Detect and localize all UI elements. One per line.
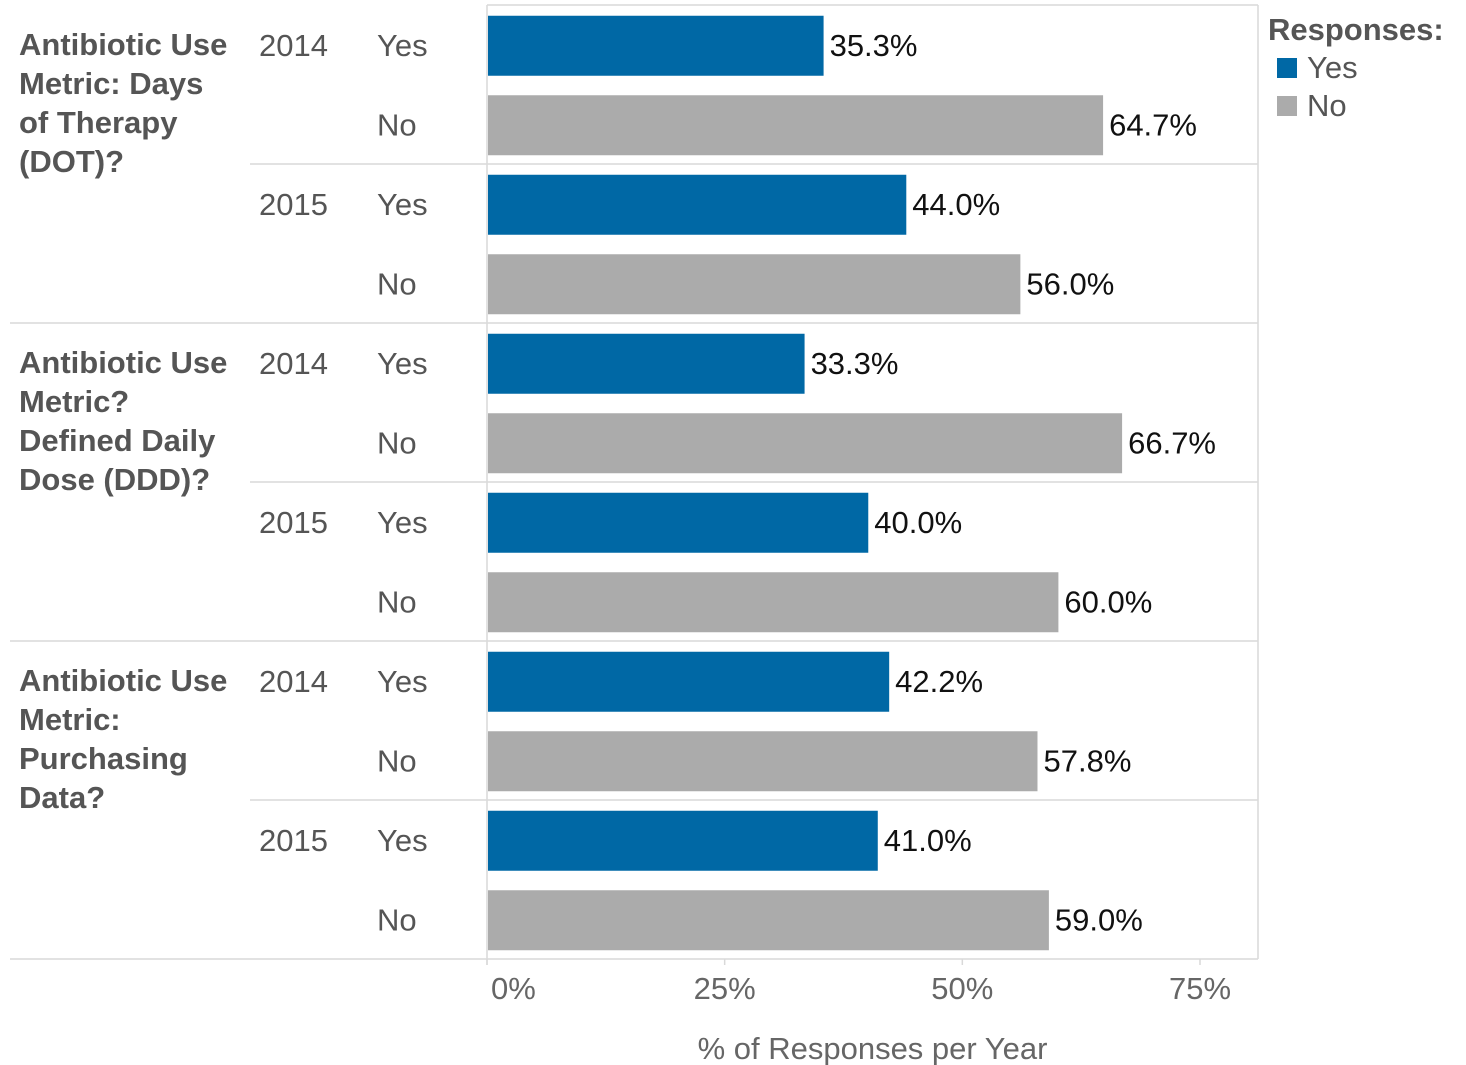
x-axis-title: % of Responses per Year xyxy=(698,1031,1048,1065)
response-label: No xyxy=(377,108,417,143)
x-tick-label: 50% xyxy=(931,971,993,1006)
metric-label-line: Metric? xyxy=(19,384,129,419)
legend-swatch-no xyxy=(1277,96,1297,116)
year-label: 2014 xyxy=(259,28,328,63)
response-label: No xyxy=(377,903,417,938)
value-label: 57.8% xyxy=(1043,744,1131,779)
year-label: 2014 xyxy=(259,346,328,381)
x-tick-label: 0% xyxy=(491,971,536,1006)
metric-label-line: Defined Daily xyxy=(19,423,216,458)
value-label: 41.0% xyxy=(884,823,972,858)
value-label: 44.0% xyxy=(912,187,1000,222)
year-label: 2015 xyxy=(259,823,328,858)
legend-label: No xyxy=(1307,88,1347,123)
x-tick-label: 25% xyxy=(694,971,756,1006)
bar-no xyxy=(488,890,1049,950)
metric-label-line: Metric: xyxy=(19,702,121,737)
legend-swatch-yes xyxy=(1277,58,1297,78)
metric-label-line: Metric: Days xyxy=(19,66,203,101)
value-label: 42.2% xyxy=(895,664,983,699)
value-label: 56.0% xyxy=(1026,267,1114,302)
bar-yes xyxy=(488,16,824,76)
value-label: 33.3% xyxy=(811,346,899,381)
metric-label-line: Data? xyxy=(19,780,105,815)
value-label: 64.7% xyxy=(1109,108,1197,143)
response-label: No xyxy=(377,267,417,302)
metric-label-line: of Therapy xyxy=(19,105,178,140)
metric-label-line: (DOT)? xyxy=(19,144,124,179)
response-label: Yes xyxy=(377,28,428,63)
response-label: Yes xyxy=(377,823,428,858)
x-tick-label: 75% xyxy=(1169,971,1231,1006)
bar-yes xyxy=(488,811,878,871)
metric-label-line: Antibiotic Use xyxy=(19,345,227,380)
value-label: 60.0% xyxy=(1064,585,1152,620)
x-axis: 0% 25% 50% 75% % of Responses per Year xyxy=(487,959,1231,1065)
metric-label-line: Dose (DDD)? xyxy=(19,462,210,497)
response-label: No xyxy=(377,744,417,779)
bar-yes xyxy=(488,175,906,235)
response-label: Yes xyxy=(377,664,428,699)
response-label: No xyxy=(377,426,417,461)
metric-label-line: Antibiotic Use xyxy=(19,27,227,62)
bar-yes xyxy=(488,652,889,712)
bar-no xyxy=(488,731,1037,791)
year-label: 2015 xyxy=(259,505,328,540)
legend-label: Yes xyxy=(1307,50,1358,85)
response-label: Yes xyxy=(377,346,428,381)
bar-yes xyxy=(488,493,868,553)
bar-no xyxy=(488,413,1122,473)
value-label: 40.0% xyxy=(874,505,962,540)
bar-no xyxy=(488,572,1058,632)
response-label: Yes xyxy=(377,187,428,222)
value-label: 35.3% xyxy=(830,28,918,63)
response-label: No xyxy=(377,585,417,620)
value-label: 59.0% xyxy=(1055,903,1143,938)
value-label: 66.7% xyxy=(1128,426,1216,461)
metric-label-line: Antibiotic Use xyxy=(19,663,227,698)
bar-no xyxy=(488,254,1020,314)
bar-no xyxy=(488,95,1103,155)
bar-yes xyxy=(488,334,805,394)
metric-label-line: Purchasing xyxy=(19,741,188,776)
response-label: Yes xyxy=(377,505,428,540)
year-label: 2014 xyxy=(259,664,328,699)
year-label: 2015 xyxy=(259,187,328,222)
legend-title: Responses: xyxy=(1268,12,1444,47)
bars-layer xyxy=(488,16,1122,951)
